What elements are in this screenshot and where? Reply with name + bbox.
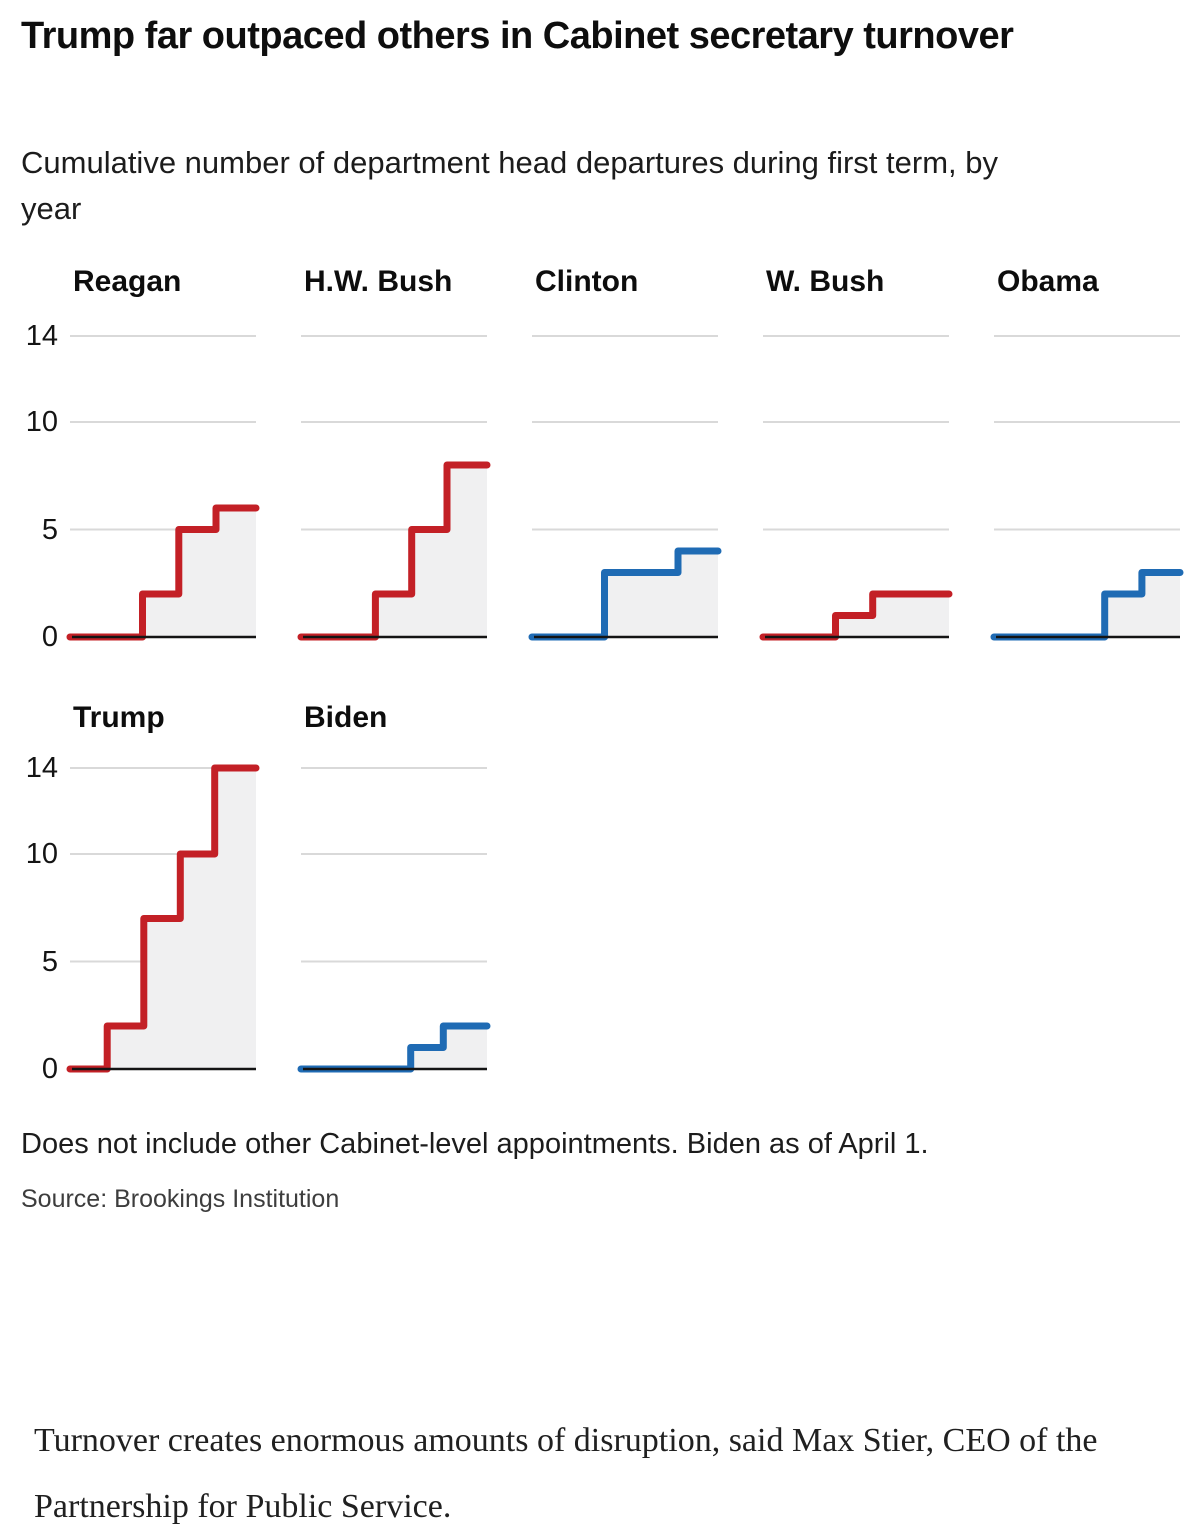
chart-subtitle: Cumulative number of department head dep…	[21, 145, 998, 226]
step-line	[66, 764, 260, 1073]
panel-label-clinton: Clinton	[535, 265, 639, 298]
y-tick-label: 10	[25, 838, 58, 870]
y-tick-label: 0	[41, 621, 58, 653]
area-fill	[532, 551, 718, 637]
area-fill	[70, 508, 256, 637]
y-tick-label: 14	[25, 752, 58, 784]
panel-label-w-bush: W. Bush	[766, 265, 885, 298]
panel-label-biden: Biden	[304, 701, 388, 734]
y-tick-label: 10	[25, 406, 58, 438]
article-quote: Turnover creates enormous amounts of dis…	[34, 1422, 1098, 1525]
chart-note: Does not include other Cabinet-level app…	[21, 1128, 929, 1160]
chart-title: Trump far outpaced others in Cabinet sec…	[21, 15, 1014, 57]
panel-label-obama: Obama	[997, 265, 1099, 298]
chart-panel-h-w-bush	[297, 335, 491, 641]
panel-label-reagan: Reagan	[73, 265, 182, 298]
y-tick-label: 5	[41, 945, 58, 978]
y-tick-label: 14	[25, 320, 58, 352]
chart-panel-reagan	[66, 335, 260, 641]
chart-panel-obama	[990, 335, 1184, 641]
chart-panel-trump	[66, 764, 260, 1073]
chart-panel-clinton	[528, 335, 722, 641]
panel-label-h-w-bush: H.W. Bush	[304, 265, 453, 298]
y-tick-label: 0	[41, 1053, 58, 1085]
y-tick-label: 5	[41, 513, 58, 546]
chart-source: Source: Brookings Institution	[21, 1185, 340, 1213]
step-line	[297, 461, 491, 641]
small-multiples-chart: 14 10 5 0 Reagan H.W. Bush Clinton W. Bush Obama…	[0, 258, 1198, 1120]
step-line	[66, 504, 260, 641]
panel-label-trump: Trump	[73, 701, 165, 734]
area-fill	[994, 572, 1180, 637]
area-fill	[301, 465, 487, 637]
chart-panel-w-bush	[759, 335, 953, 641]
area-fill	[301, 1026, 487, 1069]
chart-panel-biden	[297, 767, 491, 1073]
